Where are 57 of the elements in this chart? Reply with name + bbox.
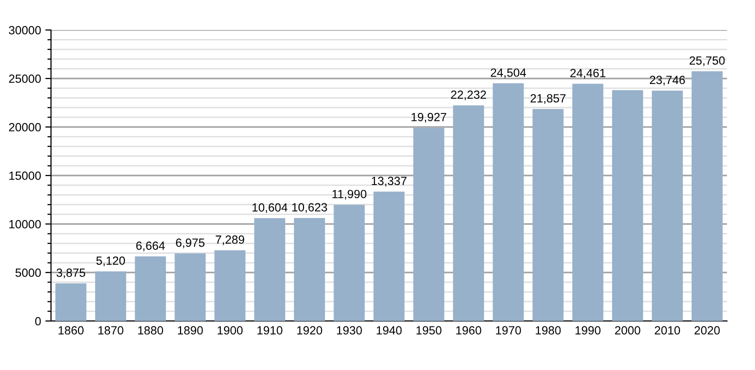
x-tick-label: 1950	[416, 326, 442, 335]
y-tick-label: 5000	[15, 268, 41, 277]
y-tick-label: 10000	[9, 220, 41, 228]
x-tick-label: 1930	[337, 326, 362, 335]
x-tick-label: 1970	[496, 326, 521, 335]
bar	[373, 192, 405, 321]
data-label: 22,232	[451, 90, 486, 100]
data-label: 10,623	[292, 203, 328, 213]
data-label: 24,504	[490, 68, 526, 78]
y-tick-label: 15000	[9, 172, 41, 180]
x-tick-label: 2000	[615, 326, 640, 335]
data-label: 24,461	[570, 68, 606, 79]
y-tick-label: 25000	[9, 74, 41, 83]
x-tick-label: 1960	[456, 326, 482, 335]
bar	[174, 253, 206, 321]
data-label: 6,664	[136, 242, 165, 252]
data-label: 3,875	[56, 268, 86, 278]
data-label: 11,990	[332, 190, 366, 200]
bar	[453, 105, 484, 321]
bar	[652, 90, 683, 321]
x-tick-label: 1880	[138, 326, 164, 335]
bar	[692, 71, 723, 321]
x-tick-label: 1870	[98, 326, 124, 335]
bar	[134, 256, 166, 321]
bar	[294, 218, 325, 321]
bar	[254, 218, 286, 321]
data-label: 23,746	[650, 76, 685, 86]
x-tick-label: 1900	[218, 326, 243, 335]
bar	[95, 271, 126, 321]
data-label: 25,750	[690, 56, 725, 66]
bar	[532, 108, 564, 321]
y-tick-label: 30000	[8, 26, 41, 34]
data-label: 13,337	[372, 176, 406, 187]
x-tick-label: 1940	[376, 326, 402, 335]
data-label: 5,120	[96, 256, 125, 266]
data-label: 6,975	[176, 238, 204, 248]
data-label: 10,604	[252, 203, 288, 214]
bar	[334, 204, 365, 321]
data-label: 21,857	[530, 94, 566, 104]
data-label: 19,927	[412, 112, 446, 123]
x-tick-label: 1980	[536, 326, 561, 335]
bar	[612, 90, 644, 321]
bar	[214, 250, 246, 321]
bar	[492, 83, 524, 321]
x-tick-label: 1860	[58, 326, 84, 335]
x-tick-label: 1990	[576, 326, 600, 335]
x-tick-label: 2020	[694, 326, 720, 335]
x-tick-label: 1890	[178, 326, 203, 335]
y-tick-label: 20000	[9, 123, 41, 132]
bar	[572, 84, 604, 321]
x-tick-label: 1920	[297, 326, 322, 335]
bar	[55, 283, 86, 321]
bar	[413, 128, 444, 321]
x-tick-label: 1910	[257, 326, 282, 335]
data-label: 7,289	[216, 235, 244, 246]
y-tick-label: 0	[35, 317, 41, 326]
x-tick-label: 2010	[654, 326, 680, 335]
